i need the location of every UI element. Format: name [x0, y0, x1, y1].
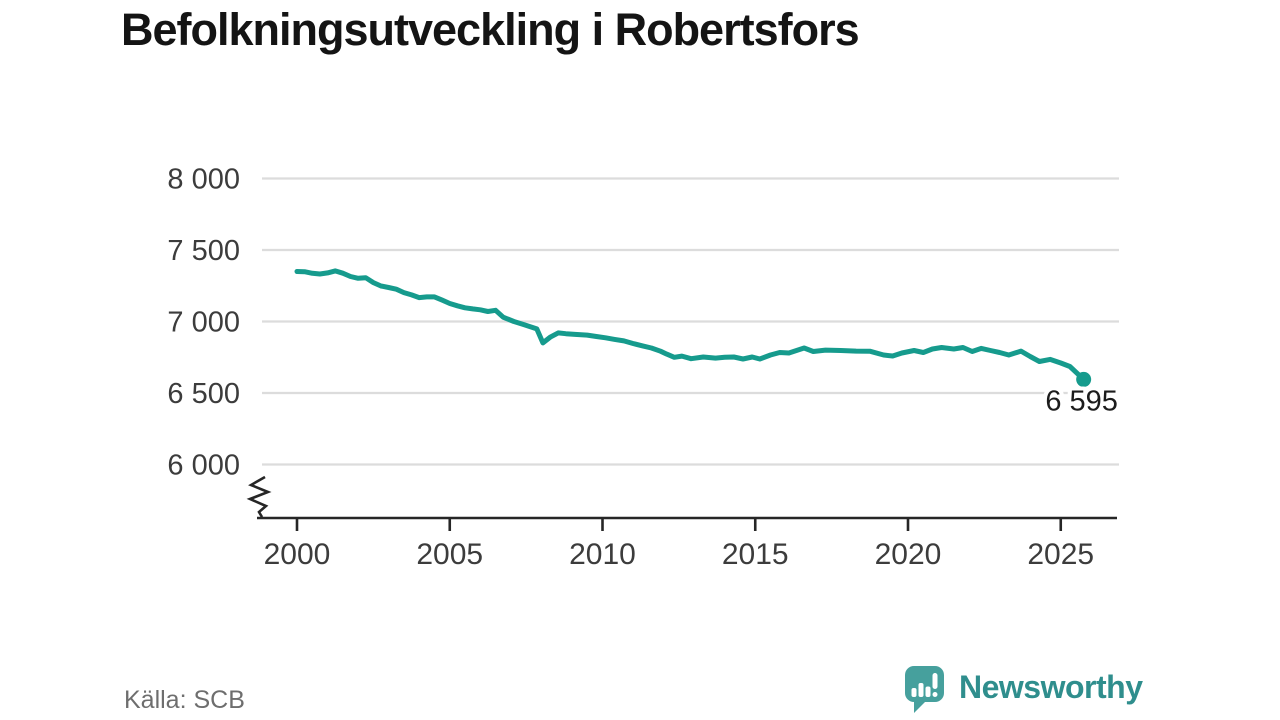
newsworthy-wordmark: Newsworthy — [959, 669, 1143, 705]
y-axis-tick-label: 8 000 — [167, 164, 240, 196]
newsworthy-logo: Newsworthy — [900, 664, 1143, 714]
x-axis-tick-label: 2000 — [264, 538, 331, 571]
axis-break-icon — [246, 475, 272, 518]
x-axis-tick-label: 2020 — [875, 538, 942, 571]
x-axis-tick-label: 2025 — [1027, 538, 1094, 571]
x-axis-tick-label: 2005 — [416, 538, 483, 571]
latest-value-label: 6 595 — [1045, 385, 1118, 417]
population-line — [294, 268, 1087, 382]
y-axis-tick-label: 6 000 — [167, 450, 240, 482]
source-note: Källa: SCB — [124, 686, 245, 714]
y-axis-tick-label: 7 000 — [167, 307, 240, 339]
newsworthy-speech-bubble-bar-chart-icon — [905, 666, 944, 713]
y-axis-tick-label: 6 500 — [167, 378, 240, 410]
latest-point-marker — [1076, 371, 1092, 387]
x-axis-tick-label: 2010 — [569, 538, 636, 571]
x-axis-tick-label: 2015 — [722, 538, 789, 571]
chart-title: Befolkningsutveckling i Robertsfors — [121, 4, 860, 55]
y-axis-tick-label: 7 500 — [167, 235, 240, 267]
